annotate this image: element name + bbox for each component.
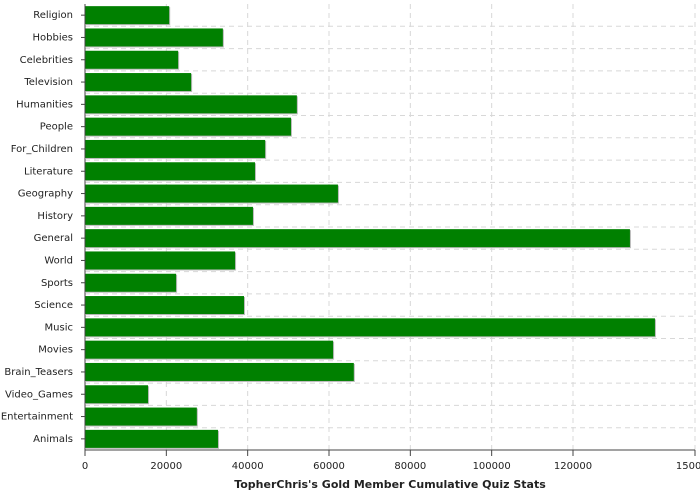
bar (85, 296, 245, 315)
y-tick-label: Video_Games (5, 389, 73, 400)
y-tick-label: Animals (33, 434, 73, 445)
y-tick-label: History (37, 211, 73, 222)
y-tick-label: World (44, 255, 73, 266)
y-tick-label: Humanities (16, 99, 73, 110)
y-tick-label: Celebrities (20, 55, 73, 66)
x-tick-label: 150000 (676, 461, 700, 472)
x-tick-label: 60000 (313, 461, 345, 472)
bar (85, 50, 179, 69)
x-tick-label: 100000 (473, 461, 511, 472)
x-tick-label: 120000 (554, 461, 592, 472)
y-tick-label: General (34, 233, 73, 244)
y-tick-label: Television (23, 77, 73, 88)
bar (85, 318, 655, 337)
bar (85, 407, 197, 426)
y-tick-label: For_Children (11, 144, 73, 155)
y-tick-label: People (40, 122, 73, 133)
bar (85, 139, 266, 158)
bar (85, 340, 334, 359)
y-tick-label: Entertainment (1, 412, 73, 423)
bar (85, 362, 354, 381)
bar (85, 73, 192, 92)
x-tick-label: 0 (82, 461, 88, 472)
y-tick-label: Religion (33, 10, 73, 21)
y-tick-label: Literature (24, 166, 73, 177)
x-tick-label: 40000 (232, 461, 264, 472)
bar (85, 95, 297, 114)
bar (85, 206, 253, 225)
bar (85, 28, 223, 47)
bar (85, 429, 218, 448)
y-tick-label: Hobbies (33, 32, 73, 43)
y-tick-label: Sports (41, 278, 73, 289)
y-tick-label: Brain_Teasers (4, 367, 73, 378)
x-axis-title: TopherChris's Gold Member Cumulative Qui… (234, 478, 546, 491)
bar (85, 184, 338, 203)
x-tick-label: 20000 (150, 461, 182, 472)
y-tick-label: Movies (38, 345, 73, 356)
x-tick-label: 80000 (394, 461, 426, 472)
bar (85, 251, 236, 270)
y-tick-label: Geography (18, 189, 73, 200)
bar (85, 273, 177, 292)
bar (85, 162, 255, 181)
y-tick-label: Science (34, 300, 73, 311)
bar (85, 6, 170, 25)
bar (85, 229, 630, 248)
bar (85, 117, 291, 136)
y-tick-label: Music (45, 322, 73, 333)
bar (85, 385, 149, 404)
